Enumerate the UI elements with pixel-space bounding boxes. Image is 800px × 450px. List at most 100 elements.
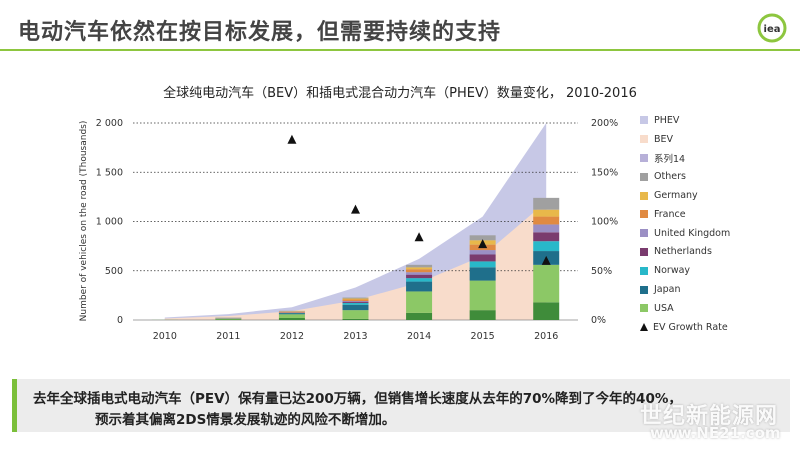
bar-segment-germany <box>533 209 560 217</box>
bar-segment-norway <box>406 278 433 282</box>
slide-title: 电动汽车依然在按目标发展，但需要持续的支持 <box>18 20 502 45</box>
bar-segment-japan <box>278 313 305 315</box>
bar-segment-usa-bev <box>533 302 560 320</box>
legend-label: France <box>654 208 686 220</box>
legend-item: USA <box>640 299 790 318</box>
growth-rate-marker <box>287 134 297 144</box>
bar-segment-usa-bev <box>278 318 305 320</box>
bar-segment-united-kingdom <box>469 250 496 255</box>
bar-segment-netherlands <box>469 254 496 262</box>
legend-item: Others <box>640 167 790 186</box>
legend-swatch <box>640 285 648 294</box>
chart-legend: PHEV BEV 系列14 Others Germany France United Kin… <box>640 111 790 337</box>
bar-segment-usa-phev <box>533 264 560 303</box>
bar-segment-japan <box>469 267 496 281</box>
x-tick-label: 2012 <box>280 331 304 342</box>
legend-swatch <box>640 191 648 200</box>
x-tick-label: 2014 <box>407 331 431 342</box>
y-tick-label: 0 <box>117 315 123 326</box>
legend-swatch <box>640 229 648 238</box>
legend-label: Japan <box>654 284 681 296</box>
bar-segment-usa-bev <box>469 310 496 320</box>
legend-label: Norway <box>654 265 691 277</box>
bar-segment-usa-phev <box>278 314 305 319</box>
y-tick-label: 2 000 <box>96 118 123 129</box>
growth-rate-marker <box>414 232 424 242</box>
summary-callout: 去年全球插电式电动汽车（PEV）保有量已达200万辆，但销售增长速度从去年的70… <box>12 379 790 432</box>
legend-item: PHEV <box>640 111 790 130</box>
bar-segment-others <box>533 197 560 210</box>
y2-tick-label: 150% <box>591 167 618 178</box>
area-layer <box>164 123 547 320</box>
legend-item: BEV <box>640 130 790 149</box>
y2-tick-label: 0% <box>591 315 606 326</box>
bar-segment-norway <box>342 302 369 305</box>
legend-swatch <box>640 304 648 313</box>
bar-segment-france <box>533 216 560 225</box>
bar-segment-usa-bev <box>406 312 433 320</box>
legend-swatch <box>640 266 648 275</box>
legend-label: Others <box>654 171 686 183</box>
bar-segment-others <box>406 264 433 268</box>
bar-segment-germany <box>342 298 369 300</box>
bar-segment-japan <box>406 281 433 292</box>
bar-segment-usa-phev <box>469 280 496 311</box>
legend-label: Germany <box>654 190 698 202</box>
bar-segment-japan <box>342 304 369 311</box>
legend-marker-triangle <box>640 323 648 332</box>
bar-segment-norway <box>533 241 560 252</box>
legend-swatch <box>640 172 648 181</box>
legend-label: Netherlands <box>654 246 712 258</box>
bar-segment-united-kingdom <box>342 300 369 302</box>
bar-segment-others <box>469 235 496 241</box>
summary-line-2: 预示着其偏离2DS情景发展轨迹的风险不断增加。 <box>95 412 396 428</box>
bar-segment-usa-bev <box>342 318 369 320</box>
bar-segment-france <box>406 269 433 273</box>
legend-item: Norway <box>640 261 790 280</box>
area-bev <box>164 201 547 320</box>
legend-label: EV Growth Rate <box>653 321 728 333</box>
watermark-url: www.NE21.com <box>650 424 781 442</box>
legend-swatch <box>640 116 648 125</box>
x-tick-label: 2010 <box>153 331 177 342</box>
y-tick-label: 500 <box>105 266 123 277</box>
bar-segment-united-kingdom <box>533 224 560 233</box>
bar-segment-germany <box>406 267 433 270</box>
logo-text: iea <box>764 24 781 35</box>
y-axis-label: Number of vehicles on the road (Thousand… <box>79 121 89 322</box>
bar-segment-united-kingdom <box>406 272 433 275</box>
legend-swatch <box>640 210 648 219</box>
legend-label: USA <box>654 302 674 314</box>
bar-segment-netherlands <box>342 301 369 303</box>
bar-segment-france <box>342 299 369 301</box>
bar-segment-others <box>342 297 369 299</box>
x-tick-label: 2016 <box>534 331 558 342</box>
legend-item: Netherlands <box>640 243 790 262</box>
legend-item: France <box>640 205 790 224</box>
bar-segment-norway <box>469 261 496 268</box>
y-tick-label: 1 500 <box>96 167 123 178</box>
legend-item: 系列14 <box>640 149 790 168</box>
legend-swatch <box>640 153 648 162</box>
axes-layer: 2010 2011 2012 2013 2014 2015 2016 0 500 1 000 1 5… <box>96 118 618 342</box>
growth-rate-marker <box>541 255 551 265</box>
growth-rate-marker <box>351 204 360 214</box>
y2-tick-label: 200% <box>591 118 618 129</box>
x-tick-label: 2011 <box>216 331 240 342</box>
x-tick-label: 2015 <box>471 331 495 342</box>
x-tick-label: 2013 <box>343 331 367 342</box>
growth-rate-marker <box>478 239 488 249</box>
marker-layer <box>287 134 551 265</box>
y2-tick-label: 100% <box>591 217 618 228</box>
legend-label: PHEV <box>654 114 680 126</box>
iea-logo: iea <box>757 13 787 43</box>
legend-swatch <box>640 247 648 256</box>
bar-segment-usa-phev <box>342 310 369 319</box>
summary-line-1: 去年全球插电式电动汽车（PEV）保有量已达200万辆，但销售增长速度从去年的70… <box>33 391 682 407</box>
legend-label: 系列14 <box>654 153 686 165</box>
chart-title: 全球纯电动汽车（BEV）和插电式混合动力汽车（PHEV）数量变化， 2010-2… <box>163 86 637 101</box>
bar-segment-netherlands <box>533 232 560 242</box>
y-tick-label: 1 000 <box>96 217 123 228</box>
bar-segment-netherlands <box>406 274 433 279</box>
bar-segment-france <box>278 311 305 313</box>
